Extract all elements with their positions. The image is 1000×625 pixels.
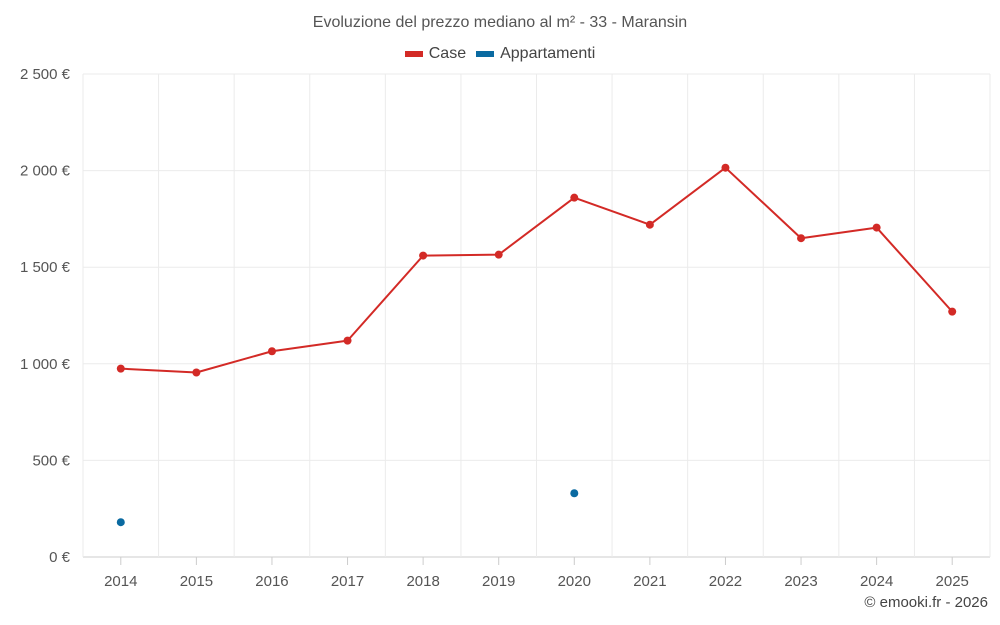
x-tick-label: 2022 bbox=[709, 573, 742, 590]
data-point-appartamenti bbox=[116, 518, 125, 527]
series-line-case bbox=[120, 166, 953, 374]
x-tick-label: 2016 bbox=[255, 573, 288, 590]
y-tick-label: 500 € bbox=[32, 452, 70, 469]
y-tick-label: 2 000 € bbox=[20, 163, 71, 180]
legend: Case Appartamenti bbox=[0, 45, 1000, 63]
legend-label-case: Case bbox=[428, 45, 467, 62]
y-tick-label: 0 € bbox=[49, 549, 71, 566]
legend-item-appartamenti[interactable]: Appartamenti bbox=[476, 45, 595, 63]
data-point-case bbox=[872, 223, 881, 232]
data-point-appartamenti bbox=[570, 489, 579, 498]
x-tick-label: 2020 bbox=[558, 573, 591, 590]
x-tick-label: 2019 bbox=[482, 573, 515, 590]
data-point-case bbox=[645, 220, 654, 229]
data-point-case bbox=[267, 347, 276, 356]
legend-swatch-appartamenti bbox=[476, 51, 495, 57]
legend-label-appartamenti: Appartamenti bbox=[500, 45, 596, 62]
y-tick-label: 1 500 € bbox=[20, 259, 71, 276]
data-point-case bbox=[343, 336, 352, 345]
data-point-case bbox=[721, 163, 730, 172]
y-tick-label: 1 000 € bbox=[20, 356, 71, 373]
x-tick-label: 2021 bbox=[633, 573, 666, 590]
y-tick-label: 2 500 € bbox=[20, 66, 71, 83]
credit-text: © emooki.fr - 2026 bbox=[864, 594, 988, 611]
data-point-case bbox=[797, 234, 806, 243]
data-point-case bbox=[116, 364, 125, 373]
chart-title: Evoluzione del prezzo mediano al m² - 33… bbox=[312, 14, 688, 31]
data-point-case bbox=[192, 368, 201, 377]
data-point-case bbox=[948, 307, 957, 316]
x-tick-label: 2017 bbox=[331, 573, 364, 590]
x-tick-label: 2015 bbox=[180, 573, 213, 590]
data-point-case bbox=[494, 250, 503, 259]
x-tick-label: 2014 bbox=[104, 573, 137, 590]
x-tick-label: 2023 bbox=[784, 573, 817, 590]
data-point-case bbox=[570, 193, 579, 202]
legend-item-case[interactable]: Case bbox=[404, 45, 467, 63]
x-tick-label: 2024 bbox=[860, 573, 893, 590]
x-tick-label: 2018 bbox=[406, 573, 439, 590]
x-tick-label: 2025 bbox=[936, 573, 969, 590]
legend-swatch-case bbox=[404, 51, 423, 57]
data-point-case bbox=[419, 251, 428, 260]
